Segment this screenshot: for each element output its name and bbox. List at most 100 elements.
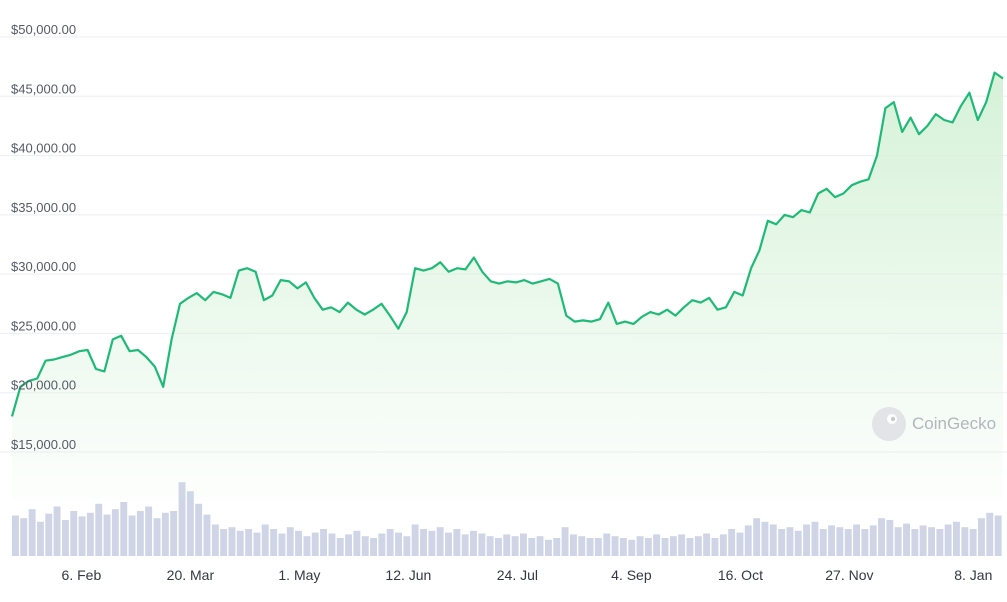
volume-bar [328,533,336,556]
volume-bar [769,524,777,556]
volume-bar [828,525,835,556]
volume-bar [520,533,527,556]
volume-bar [869,525,877,556]
volume-bar [594,538,602,556]
volume-bar [370,538,377,556]
volume-bar [345,534,352,556]
volume-bar [211,524,219,556]
volume-bar [111,509,119,556]
volume-bar [978,518,985,556]
volume-bar [503,534,511,556]
volume-bar [220,529,228,556]
x-tick-label: 4. Sep [611,567,652,583]
volume-bar [794,530,802,556]
x-tick-label: 20. Mar [167,567,215,583]
volume-bar [894,527,902,556]
x-tick-label: 16. Oct [718,567,763,583]
volume-bar [445,532,452,556]
y-tick-label: $35,000.00 [11,200,76,215]
volume-bar [736,532,744,556]
volume-bar [586,538,594,556]
volume-bar [186,491,194,556]
volume-bar [619,538,627,556]
volume-bar [361,536,369,556]
volume-bar [761,521,769,556]
volume-bar [653,534,661,556]
volume-bar [811,521,819,556]
volume-bar [470,530,477,556]
y-tick-label: $25,000.00 [11,318,76,333]
volume-bar [628,539,636,556]
volume-bar [928,527,935,556]
x-tick-label: 8. Jan [954,567,992,583]
volume-bar [28,509,36,556]
volume-bar [486,536,494,556]
volume-bar [703,533,711,556]
volume-bar [686,538,694,556]
volume-bar [961,527,969,556]
volume-bar [853,524,860,556]
volume-bar [86,512,94,556]
volume-bar [911,529,919,556]
volume-bar [495,538,502,556]
volume-bar [70,511,78,556]
x-tick-label: 12. Jun [385,567,431,583]
volume-bars [12,482,1002,556]
volume-bar [994,515,1002,556]
volume-bar [694,536,702,556]
volume-bar [753,518,761,556]
y-tick-label: $20,000.00 [11,378,76,393]
volume-bar [203,514,211,556]
gecko-logo-icon [872,407,906,441]
volume-bar [278,533,286,556]
volume-bar [603,533,611,556]
x-tick-label: 1. May [278,567,320,583]
volume-bar [245,529,253,556]
volume-bar [95,503,103,556]
volume-bar [336,538,344,556]
volume-bar [37,521,44,556]
volume-bar [170,511,178,556]
volume-bar [78,516,86,556]
volume-bar [436,527,444,556]
volume-bar [545,539,552,556]
volume-bar [403,536,411,556]
volume-bar [20,518,28,556]
volume-bar [136,511,144,556]
volume-bar [969,529,977,556]
price-area [12,72,1003,500]
volume-bar [153,518,161,556]
volume-bar [161,512,169,556]
volume-bar [953,521,960,556]
volume-bar [311,532,319,556]
volume-bar [553,538,561,556]
volume-bar [395,532,402,556]
volume-bar [636,536,644,556]
volume-bar [886,520,894,556]
volume-bar [844,529,852,556]
volume-bar [461,534,469,556]
volume-bar [669,536,677,556]
volume-bar [561,527,569,556]
volume-bar [919,525,927,556]
volume-bar [511,536,519,556]
volume-bar [944,524,952,556]
volume-bar [236,530,244,556]
volume-bar [303,536,311,556]
volume-bar [661,538,669,556]
volume-bar [270,529,278,556]
volume-bar [536,536,544,556]
volume-bar [819,529,827,556]
volume-bar [611,536,619,556]
volume-bar [786,527,794,556]
volume-bar [120,502,128,556]
volume-bar [678,534,686,556]
volume-bar [353,530,361,556]
volume-bar [378,533,386,556]
volume-bar [128,515,136,556]
y-tick-label: $15,000.00 [11,437,76,452]
volume-bar [286,527,294,556]
volume-bar [903,523,910,556]
volume-bar [478,533,486,556]
